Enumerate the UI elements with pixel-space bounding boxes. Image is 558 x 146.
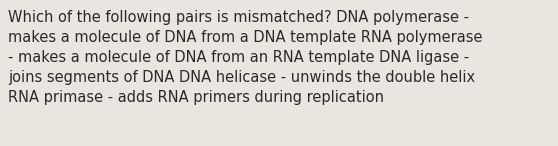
- Text: Which of the following pairs is mismatched? DNA polymerase -
makes a molecule of: Which of the following pairs is mismatch…: [8, 10, 483, 105]
